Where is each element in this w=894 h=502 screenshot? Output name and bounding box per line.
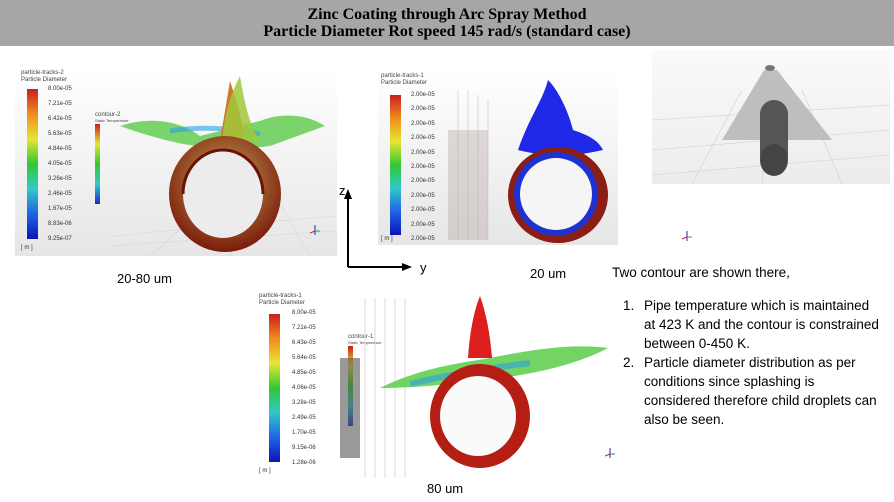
colorbar-tick: 2.00e-05	[411, 207, 435, 214]
title-line-2: Particle Diameter Rot speed 145 rad/s (s…	[263, 23, 631, 40]
axis-z-label: z	[339, 183, 346, 198]
colorbar-tick: 2.00e-05	[411, 235, 435, 242]
colorbar-tick: 4.05e-05	[48, 161, 72, 167]
colorbar-tick: 2.00e-05	[411, 92, 435, 98]
pipe-render	[448, 80, 608, 243]
colorbar-tick: 2.00e-05	[411, 178, 435, 185]
colorbar-tick: 2.49e-05	[292, 415, 316, 421]
colorbar-tick: 1.67e-05	[48, 206, 72, 212]
legend-title: particle-tracks-1	[381, 73, 424, 79]
colorbar-tick: 2.00e-05	[411, 192, 435, 199]
simulation-image-20um: particle-tracks-1 Particle Diameter 2.00…	[378, 70, 618, 245]
colorbar-tick-labels: 2.00e-05 2.00e-05 2.00e-05 2.00e-05 2.00e-05…	[411, 92, 435, 242]
simulation-image-20-80um: particle-tracks-2 Particle Diameter 8.00…	[15, 66, 337, 256]
colorbar-tick: 2.00e-05	[411, 163, 435, 170]
colorbar-tick: 7.21e-05	[48, 101, 72, 107]
contour-subtitle: Static Temperature	[95, 118, 129, 123]
colorbar-tick: 9.15e-06	[292, 445, 316, 451]
colorbar-tick: 8.00e-05	[292, 310, 316, 316]
colorbar-tick-labels: 8.00e-05 7.21e-05 6.43e-05 5.64e-05 4.85e-05…	[292, 310, 316, 466]
colorbar-tick: 8.83e-06	[48, 221, 72, 227]
particle-diameter-colorbar	[390, 95, 401, 235]
notes-item-1: Pipe temperature which is maintained at …	[638, 296, 882, 353]
notes-item-2: Particle diameter distribution as per co…	[638, 353, 882, 429]
colorbar-tick: 1.70e-05	[292, 430, 316, 436]
colorbar-tick: 2.00e-05	[411, 149, 435, 156]
simulation-image-80um: particle-tracks-1 Particle Diameter 8.00…	[255, 288, 610, 478]
notes-list: Pipe temperature which is maintained at …	[612, 296, 882, 429]
colorbar-tick: 1.28e-06	[292, 460, 316, 466]
colorbar-tick: 5.63e-05	[48, 131, 72, 137]
particle-diameter-colorbar	[269, 314, 280, 462]
title-line-1: Zinc Coating through Arc Spray Method	[307, 6, 587, 23]
legend-subtitle: Particle Diameter	[259, 300, 306, 306]
pipe-render	[340, 296, 608, 478]
legend-subtitle: Particle Diameter	[381, 80, 428, 86]
axis-triad-icon	[682, 231, 692, 241]
colorbar-tick: 4.06e-05	[292, 385, 316, 391]
colorbar-tick: 7.21e-05	[292, 325, 316, 331]
legend-title: particle-tracks-2	[21, 70, 64, 76]
notes-text: Two contour are shown there, Pipe temper…	[612, 263, 882, 429]
colorbar-tick: 2.00e-05	[411, 106, 435, 113]
caption-80um: 80 um	[427, 481, 464, 496]
colorbar-tick: 5.64e-05	[292, 355, 316, 361]
contour-title: contour-1	[348, 334, 374, 340]
colorbar-unit: [ m ]	[21, 245, 33, 251]
colorbar-tick-labels: 8.00e-05 7.21e-05 6.42e-05 5.63e-05 4.84e-05…	[48, 86, 72, 242]
particle-diameter-colorbar	[27, 89, 38, 239]
axis-y-label: y	[420, 260, 427, 275]
axis-triad-icon	[310, 225, 320, 235]
colorbar-tick: 3.28e-05	[292, 400, 316, 406]
colorbar-tick: 9.25e-07	[48, 236, 72, 242]
colorbar-tick: 2.00e-05	[411, 120, 435, 127]
caption-20um: 20 um	[530, 266, 567, 281]
colorbar-tick: 4.84e-05	[48, 146, 72, 152]
temperature-colorbar	[95, 124, 100, 204]
colorbar-tick: 4.85e-05	[292, 370, 316, 376]
colorbar-tick: 2.00e-05	[411, 221, 435, 228]
geometry-image	[652, 50, 890, 184]
colorbar-tick: 3.26e-05	[48, 176, 72, 182]
colorbar-tick: 2.46e-05	[48, 191, 72, 197]
colorbar-tick: 2.00e-05	[411, 135, 435, 142]
colorbar-tick: 6.43e-05	[292, 340, 316, 346]
caption-20-80um: 20-80 um	[117, 271, 172, 286]
colorbar-unit: [ m ]	[259, 468, 271, 474]
colorbar-tick: 6.42e-05	[48, 116, 72, 122]
title-banner: Zinc Coating through Arc Spray Method Pa…	[0, 0, 894, 46]
axis-triad-icon	[605, 448, 615, 458]
legend-subtitle: Particle Diameter	[21, 77, 68, 83]
legend-title: particle-tracks-1	[259, 293, 302, 299]
colorbar-tick: 8.00e-05	[48, 86, 72, 92]
pipe-render	[110, 76, 335, 256]
colorbar-unit: [ m ]	[381, 236, 393, 242]
notes-intro: Two contour are shown there,	[612, 265, 790, 280]
axis-indicator	[344, 189, 412, 271]
contour-title: contour-2	[95, 112, 121, 118]
